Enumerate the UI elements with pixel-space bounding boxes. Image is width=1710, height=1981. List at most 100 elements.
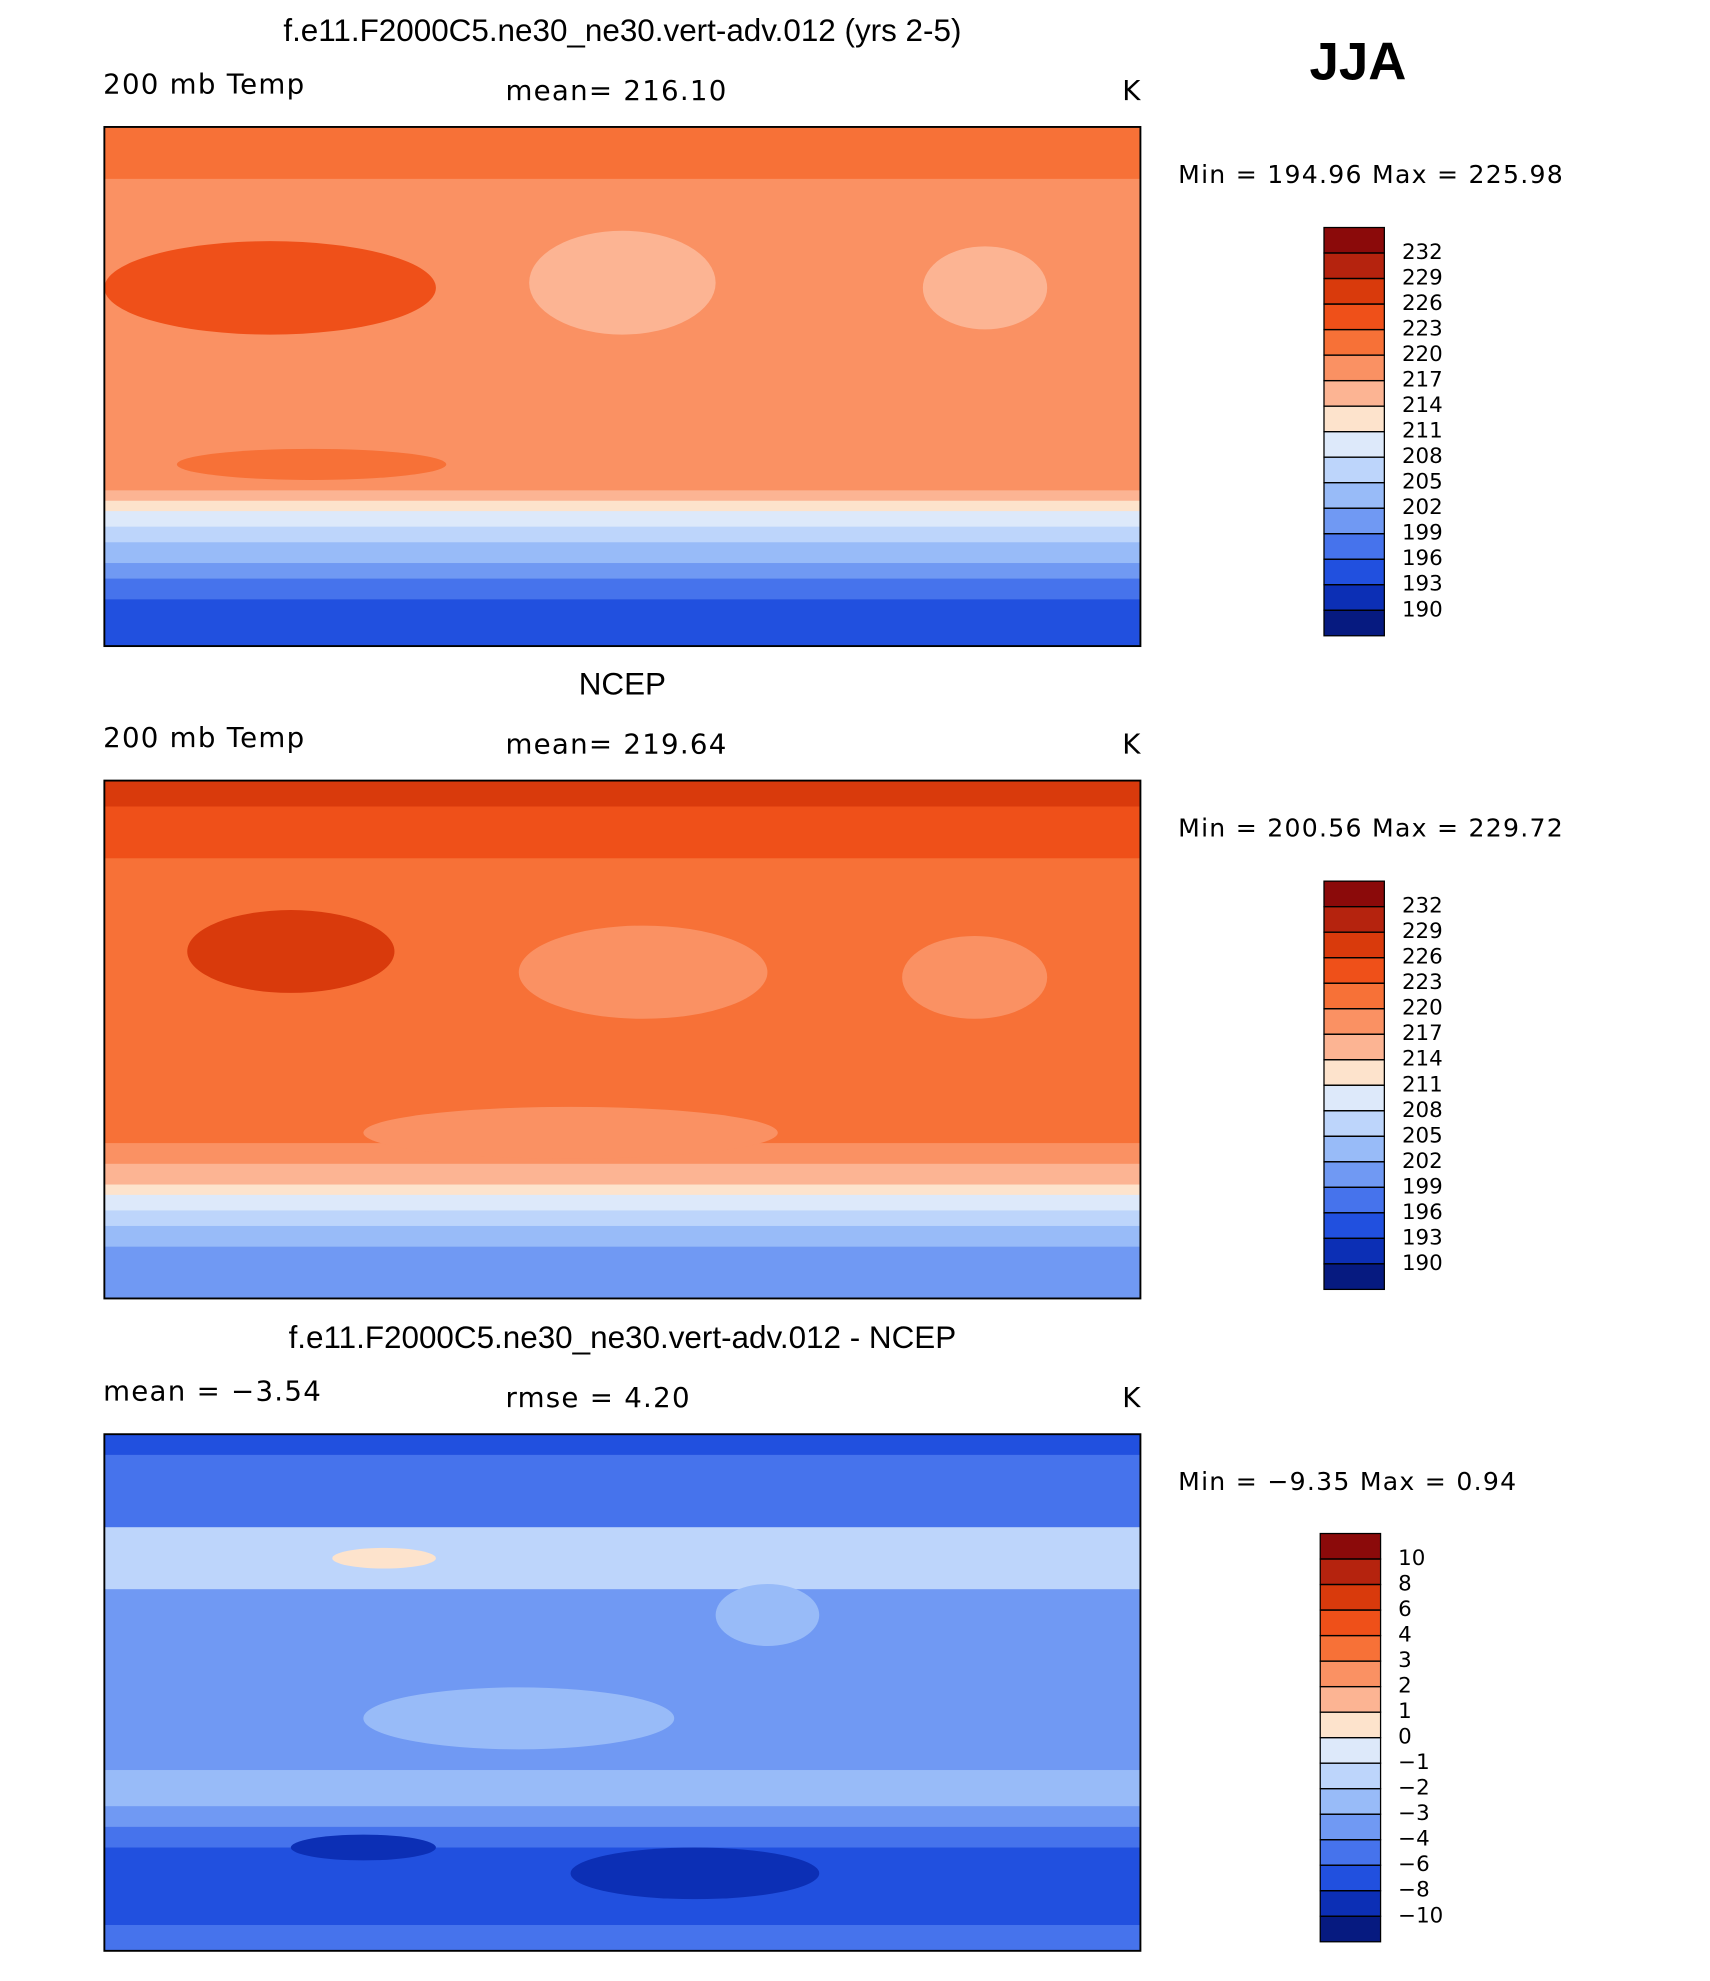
contour-band	[104, 1806, 1141, 1829]
colorbar-box	[1319, 1609, 1382, 1637]
contour-region	[529, 230, 716, 335]
contour-band	[104, 563, 1141, 580]
colorbar-label: 220	[1402, 342, 1443, 367]
contour-band	[104, 780, 1141, 808]
colorbar-box	[1319, 1915, 1382, 1943]
colorbar-box	[1319, 1839, 1382, 1866]
map-frame	[103, 126, 1142, 648]
left-label: 200 mb Temp	[103, 67, 305, 100]
map-field	[104, 780, 1141, 1299]
colorbar-label: 8	[1398, 1572, 1412, 1597]
colorbar-label: 232	[1402, 240, 1443, 265]
colorbar-box	[1323, 482, 1385, 509]
map	[103, 1433, 1142, 1952]
contour-band	[104, 1527, 1141, 1591]
colorbar-box	[1323, 431, 1385, 458]
colorbar-box	[1323, 880, 1385, 908]
contour-region	[902, 935, 1048, 1019]
left-label: mean = −3.54	[103, 1375, 322, 1408]
colorbar-box	[1319, 1788, 1382, 1815]
colorbar-label: 0	[1398, 1725, 1412, 1750]
colorbar-label: 220	[1402, 996, 1443, 1021]
colorbar-label: 229	[1402, 919, 1443, 944]
contour-band	[104, 1225, 1141, 1248]
colorbar-label: 211	[1402, 419, 1443, 444]
colorbar-box	[1319, 1660, 1382, 1688]
colorbar-box	[1319, 1737, 1382, 1764]
colorbar-label: −10	[1398, 1903, 1443, 1928]
colorbar-box	[1323, 507, 1385, 535]
colorbar-label: 190	[1402, 1251, 1443, 1276]
center-label: rmse = 4.20	[505, 1381, 690, 1414]
unit-label: K	[1122, 1381, 1141, 1414]
colorbar-label: 229	[1402, 266, 1443, 291]
contour-band	[104, 490, 1141, 502]
center-label: mean= 216.10	[505, 74, 727, 107]
colorbar-box	[1319, 1532, 1382, 1560]
contour-region	[187, 910, 395, 993]
colorbar-box	[1323, 277, 1385, 305]
center-label: mean= 219.64	[505, 727, 727, 760]
colorbar-label: 199	[1402, 1174, 1443, 1199]
colorbar-box	[1323, 226, 1385, 254]
colorbar-label: 193	[1402, 1225, 1443, 1250]
colorbar-box	[1323, 1084, 1385, 1112]
colorbar-label: 214	[1402, 393, 1443, 418]
contour-band	[104, 578, 1141, 601]
colorbar-box	[1323, 609, 1385, 637]
panel-title: f.e11.F2000C5.ne30_ne30.vert-adv.012 - N…	[289, 1320, 957, 1355]
contour-band	[104, 1184, 1141, 1197]
colorbar-label: −4	[1398, 1827, 1430, 1852]
contour-band	[104, 599, 1141, 647]
colorbar-label: 193	[1402, 572, 1443, 597]
contour-band	[104, 1434, 1141, 1457]
contour-band	[104, 500, 1141, 513]
colorbar-label: 223	[1402, 317, 1443, 342]
colorbar-box	[1323, 1033, 1385, 1061]
colorbar-box	[1319, 1813, 1382, 1841]
colorbar-label: 223	[1402, 970, 1443, 995]
contour-band	[104, 178, 1141, 492]
colorbar-label: 3	[1398, 1648, 1412, 1673]
colorbar-box	[1323, 1263, 1385, 1291]
map-field	[104, 1434, 1141, 1951]
contour-region	[176, 448, 447, 480]
colorbar-label: 199	[1402, 521, 1443, 546]
contour-band	[104, 1925, 1141, 1951]
colorbar-label: 2	[1398, 1674, 1412, 1699]
panel-title: f.e11.F2000C5.ne30_ne30.vert-adv.012 (yr…	[283, 13, 961, 48]
panel-title: NCEP	[579, 667, 666, 702]
contour-band	[104, 806, 1141, 860]
colorbar-box	[1323, 982, 1385, 1010]
colorbar-box	[1323, 303, 1385, 331]
colorbar-label: −2	[1398, 1776, 1430, 1801]
colorbar-label: 226	[1402, 945, 1443, 970]
min-max: Min = −9.35 Max = 0.94	[1178, 1467, 1517, 1496]
contour-band	[104, 1210, 1141, 1228]
contour-region	[332, 1547, 436, 1569]
colorbar-box	[1319, 1711, 1382, 1739]
colorbar-box	[1323, 957, 1385, 984]
contour-region	[570, 1847, 820, 1900]
colorbar-box	[1323, 1237, 1385, 1265]
contour-band	[104, 1246, 1141, 1299]
colorbar-box	[1323, 931, 1385, 959]
left-label: 200 mb Temp	[103, 721, 305, 754]
colorbar-label: −3	[1398, 1801, 1430, 1826]
map	[103, 126, 1142, 648]
colorbar-box	[1323, 1186, 1385, 1214]
colorbar-box	[1323, 456, 1385, 484]
contour-band	[104, 126, 1141, 181]
colorbar-label: 214	[1402, 1047, 1443, 1072]
colorbar-box	[1323, 328, 1385, 356]
colorbar-label: 202	[1402, 1149, 1443, 1174]
colorbar-label: 205	[1402, 1123, 1443, 1148]
contour-band	[104, 1770, 1141, 1808]
colorbar-box	[1323, 906, 1385, 933]
colorbar-box	[1319, 1685, 1382, 1713]
contour-band	[104, 526, 1141, 544]
contour-band	[104, 511, 1141, 528]
contour-region	[290, 1834, 436, 1861]
colorbar-label: 226	[1402, 291, 1443, 316]
